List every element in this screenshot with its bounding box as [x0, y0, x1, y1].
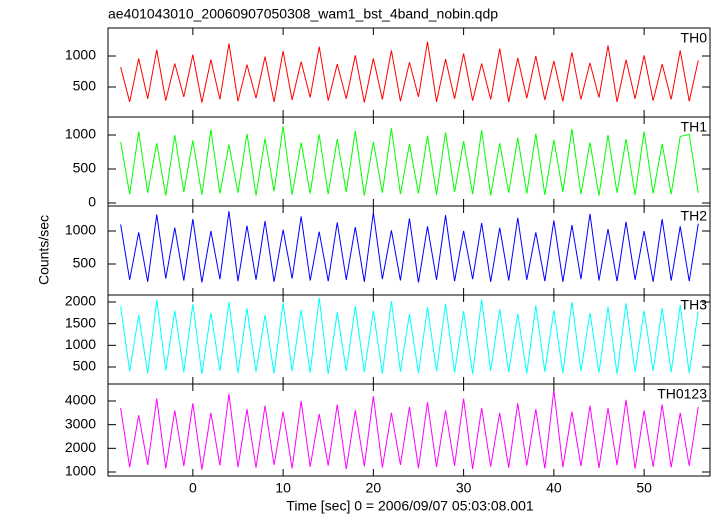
panel-frame [107, 383, 711, 477]
y-axis-label: Counts/sec [36, 215, 52, 285]
x-axis-label: Time [sec] 0 = 2006/09/07 05:03:08.001 [286, 498, 534, 514]
x-tick-label: 10 [275, 480, 291, 496]
series-line [120, 297, 699, 375]
series-line [120, 126, 699, 196]
series-line [120, 211, 699, 283]
panel-frame [107, 116, 711, 207]
x-tick-label: 50 [636, 480, 652, 496]
panel-frame [107, 294, 711, 385]
y-tick-label: 500 [73, 160, 97, 176]
panel-label: TH0123 [657, 386, 707, 402]
y-tick-label: 1000 [65, 126, 96, 142]
x-tick-label: 0 [189, 480, 197, 496]
y-tick-label: 2000 [65, 293, 96, 309]
panel-label: TH1 [681, 119, 708, 135]
y-tick-label: 500 [73, 78, 97, 94]
y-tick-label: 0 [88, 194, 96, 210]
y-tick-label: 1000 [65, 222, 96, 238]
y-tick-label: 1000 [65, 463, 96, 479]
y-tick-label: 3000 [65, 415, 96, 431]
panel-label: TH3 [681, 297, 708, 313]
x-tick-label: 40 [546, 480, 562, 496]
series-line [120, 41, 699, 103]
y-tick-label: 1000 [65, 47, 96, 63]
y-tick-label: 1000 [65, 336, 96, 352]
panel-frame [107, 27, 711, 118]
y-tick-label: 1500 [65, 314, 96, 330]
y-tick-label: 2000 [65, 439, 96, 455]
series-line [120, 390, 699, 470]
panel-label: TH0 [681, 30, 708, 46]
chart-title: ae401043010_20060907050308_wam1_bst_4ban… [108, 6, 498, 22]
y-tick-label: 500 [73, 255, 97, 271]
y-tick-label: 500 [73, 358, 97, 374]
x-tick-label: 30 [456, 480, 472, 496]
x-tick-label: 20 [366, 480, 382, 496]
y-tick-label: 4000 [65, 392, 96, 408]
panel-label: TH2 [681, 208, 708, 224]
